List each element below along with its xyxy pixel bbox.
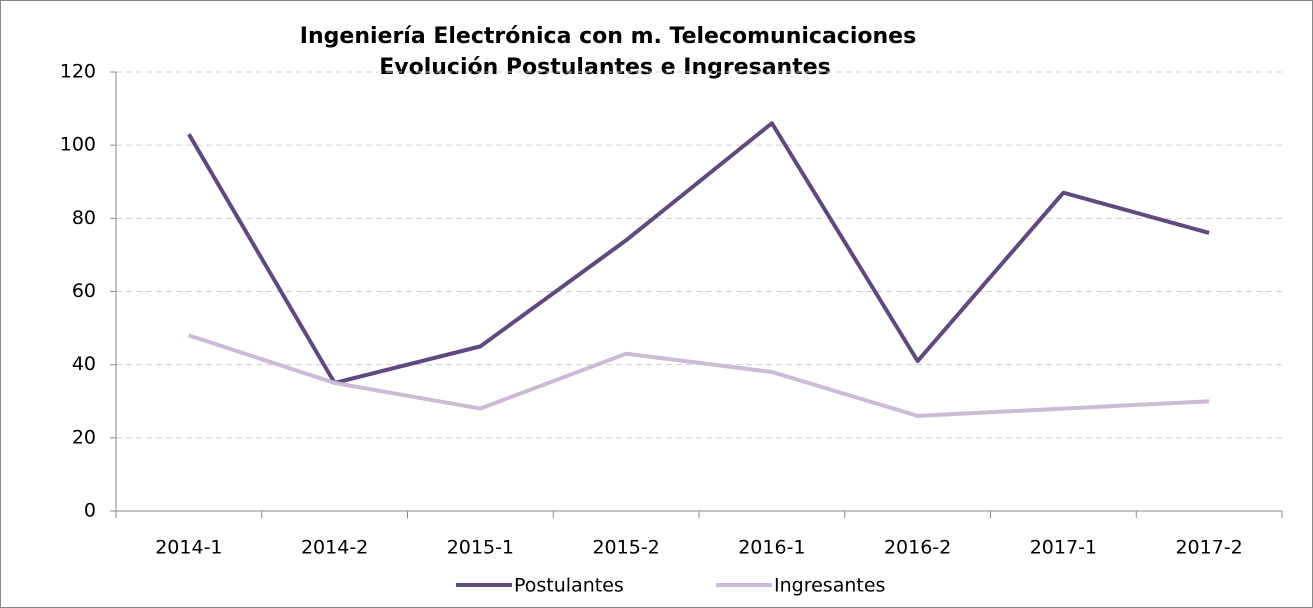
y-tick-label: 60 [72, 280, 96, 302]
legend-label: Ingresantes [774, 575, 885, 597]
y-tick-label: 40 [72, 353, 96, 375]
y-tick-label: 100 [60, 134, 96, 156]
line-series [187, 121, 1210, 385]
x-tick-label: 2015-2 [592, 537, 659, 559]
x-tick-label: 2016-2 [884, 537, 951, 559]
y-tick-label: 80 [72, 207, 96, 229]
x-tick-label: 2015-1 [447, 537, 514, 559]
legend-label: Postulantes [514, 575, 624, 597]
chart-title: Ingeniería Electrónica con m. Telecomuni… [300, 24, 916, 49]
line-series [188, 333, 1210, 418]
chart-subtitle: Evolución Postulantes e Ingresantes [379, 55, 831, 80]
x-tick-label: 2016-1 [738, 537, 805, 559]
y-tick-label: 0 [84, 500, 96, 522]
x-tick-label: 2017-2 [1175, 537, 1242, 559]
y-tick-label: 20 [72, 426, 96, 448]
x-tick-label: 2014-2 [301, 537, 368, 559]
x-tick-label: 2014-1 [155, 537, 222, 559]
y-tick-label: 120 [60, 61, 96, 83]
x-tick-label: 2017-1 [1030, 537, 1097, 559]
